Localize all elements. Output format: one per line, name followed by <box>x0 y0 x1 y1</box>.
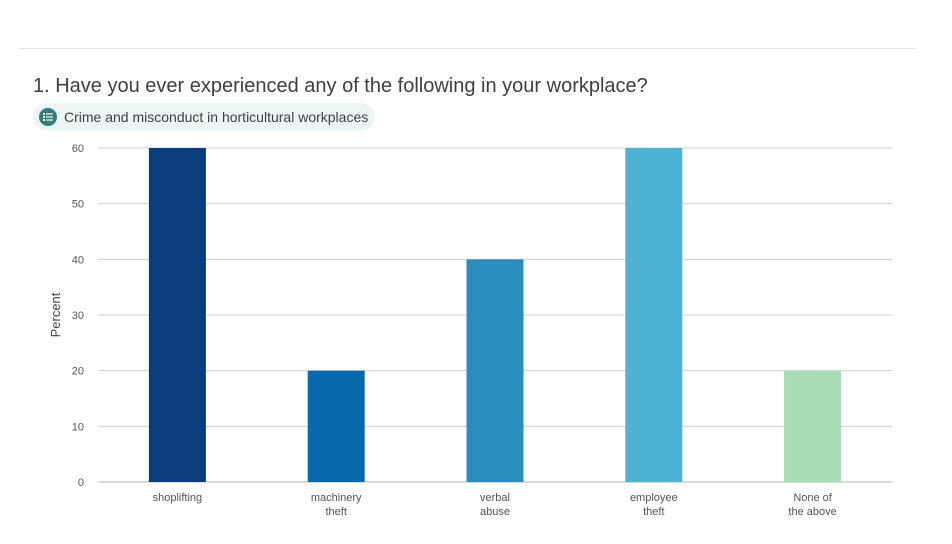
y-tick-label: 40 <box>72 254 84 266</box>
x-category-label: abuse <box>480 506 510 518</box>
x-category-label: the above <box>788 506 836 518</box>
x-category-label: machinery <box>311 492 362 504</box>
y-tick-label: 20 <box>72 366 84 378</box>
bar[interactable] <box>625 148 683 482</box>
x-category-label: shoplifting <box>153 492 203 504</box>
category-tag-label: Crime and misconduct in horticultural wo… <box>64 109 369 125</box>
top-divider <box>18 48 916 49</box>
x-category-label: None of <box>793 492 832 504</box>
x-category-label: theft <box>325 506 346 518</box>
question-title: 1. Have you ever experienced any of the … <box>33 75 648 97</box>
y-axis-title: Percent <box>48 292 63 337</box>
y-tick-label: 30 <box>72 310 84 322</box>
x-category-label: theft <box>643 506 664 518</box>
bar[interactable] <box>784 370 842 482</box>
bar[interactable] <box>148 148 206 482</box>
category-tag[interactable]: Crime and misconduct in horticultural wo… <box>33 103 375 131</box>
x-category-label: employee <box>630 492 678 504</box>
y-tick-label: 60 <box>72 143 84 155</box>
y-tick-label: 0 <box>78 477 84 489</box>
bars <box>148 148 842 482</box>
y-tick-labels: 0 10 20 30 40 50 60 <box>72 143 84 489</box>
bar[interactable] <box>307 370 365 482</box>
list-icon <box>39 108 57 126</box>
y-tick-label: 10 <box>72 421 84 433</box>
x-category-label: verbal <box>480 492 510 504</box>
bar[interactable] <box>466 259 524 482</box>
x-category-labels: shoplifting machinery theft verbal abuse empl… <box>153 492 837 518</box>
y-tick-label: 50 <box>72 199 84 211</box>
